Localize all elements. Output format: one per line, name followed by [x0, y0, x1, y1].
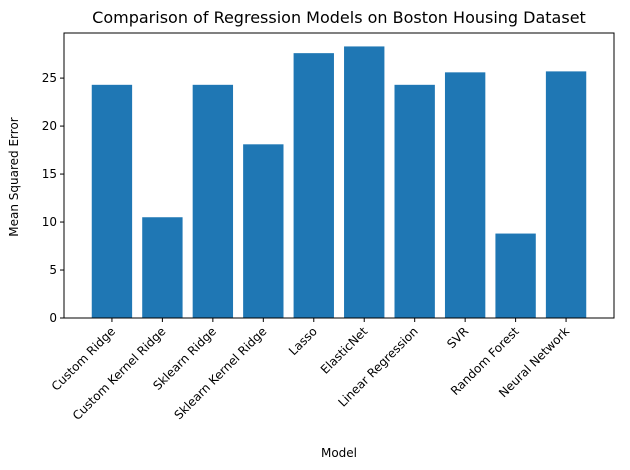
- bar-svr: [444, 72, 486, 318]
- bar-sklearn-kernel-ridge: [243, 144, 284, 318]
- y-tick-label: 0: [49, 311, 57, 325]
- bar-elasticnet: [344, 46, 385, 318]
- y-tick-label: 5: [49, 263, 57, 277]
- y-tick-label: 20: [42, 119, 57, 133]
- y-tick-label: 10: [42, 215, 57, 229]
- plot-frame: [63, 32, 615, 319]
- y-axis-label: Mean Squared Error: [7, 117, 21, 237]
- bar-linear-regression: [394, 84, 435, 319]
- bar-custom-ridge: [91, 84, 133, 319]
- y-tick-label: 25: [42, 71, 57, 85]
- bar-sklearn-ridge: [192, 84, 234, 319]
- y-tick-label: 15: [42, 167, 57, 181]
- bar-random-forest: [495, 233, 536, 318]
- bar-neural-network: [545, 71, 587, 318]
- bar-custom-kernel-ridge: [142, 217, 183, 318]
- bar-lasso: [293, 53, 334, 318]
- chart-title: Comparison of Regression Models on Bosto…: [92, 8, 586, 27]
- x-axis-label: Model: [321, 446, 357, 460]
